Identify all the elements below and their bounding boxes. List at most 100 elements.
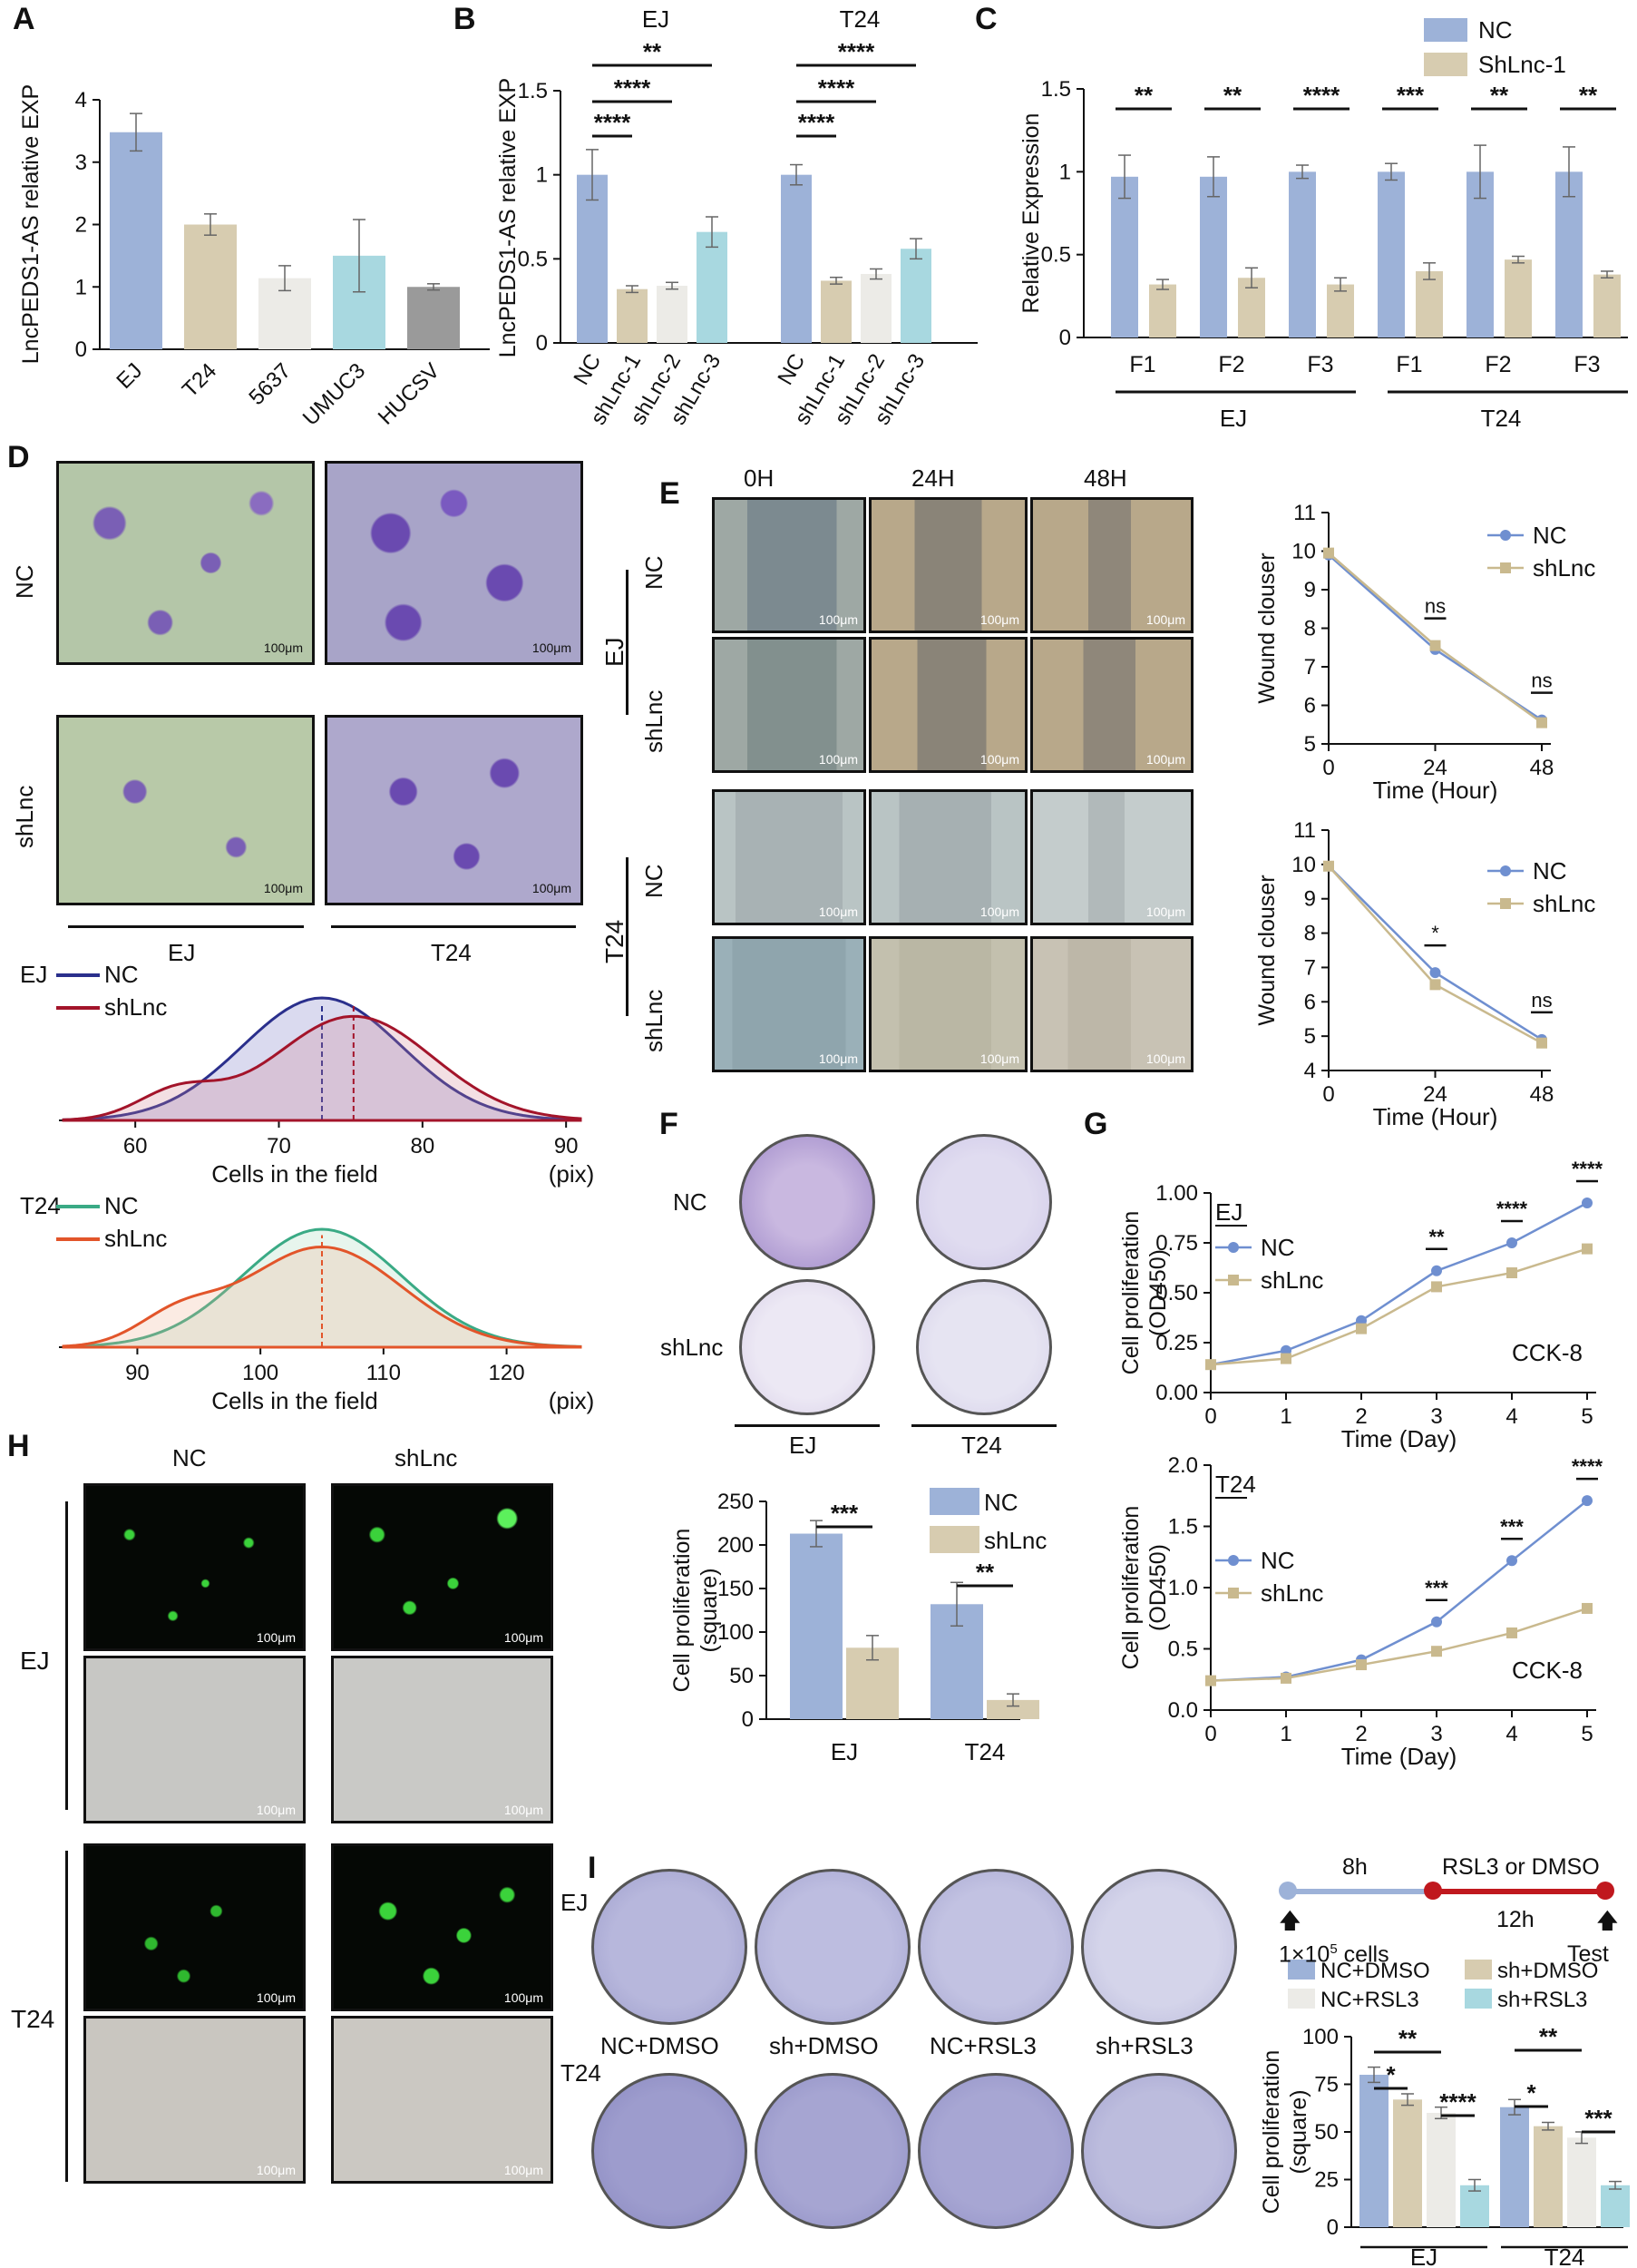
panel-letter-e: E — [659, 476, 680, 511]
transwell-t24-shlnc: 100μm — [325, 715, 583, 905]
E2-x-tick-label: 0 — [1322, 1082, 1334, 1107]
chart-c-bar — [1466, 171, 1494, 337]
E2-x-label: Time (Hour) — [1373, 1103, 1498, 1130]
f-t24-underline — [911, 1424, 1057, 1427]
h-group-t24: T24 — [11, 2005, 55, 2033]
G2-sig-label: *** — [1425, 1577, 1448, 1599]
h-group-ej: EJ — [20, 1647, 50, 1675]
edu-ej-nc-fluor: 100μm — [83, 1483, 306, 1651]
G1-x-tick-label: 3 — [1430, 1404, 1442, 1429]
e-col-0h: 0H — [744, 464, 775, 492]
chart-i-bar — [1500, 2107, 1529, 2227]
G2-legend-label: shLnc — [1261, 1579, 1323, 1607]
chart-i-sig-label: **** — [1439, 2088, 1476, 2116]
chart-c-sig-label: ** — [1223, 82, 1242, 109]
chart-b-sig-label: ** — [643, 38, 662, 65]
chart-c-x-tick-label: F2 — [1485, 352, 1511, 377]
start-tail: cells — [1337, 1941, 1389, 1968]
timeline-12h: 12h — [1496, 1907, 1535, 1932]
chart-c-bar — [1149, 284, 1176, 337]
scale-label: 100μm — [263, 640, 303, 655]
chart-c-sig-label: **** — [1303, 82, 1340, 109]
G2-y-label: Cell proliferation — [1118, 1506, 1144, 1670]
e-group-t24: T24 — [600, 919, 628, 963]
chart-c-sig-label: ** — [1490, 82, 1509, 109]
timeline-8h: 8h — [1342, 1854, 1368, 1880]
G1-point — [1281, 1353, 1291, 1364]
dish-t24-sh-dmso — [755, 2073, 911, 2229]
h-col-nc: NC — [172, 1444, 207, 1471]
G1-point — [1506, 1237, 1517, 1248]
timeline-dot-mid — [1424, 1882, 1442, 1900]
E1-point — [1323, 547, 1334, 559]
dish-t24-nc-dmso — [591, 2073, 747, 2229]
G1-legend-marker — [1228, 1275, 1239, 1286]
wound-t24-sh-48h: 100μm — [1030, 936, 1194, 1072]
colony-t24-nc — [916, 1134, 1052, 1270]
chart-b-sig-label: **** — [798, 109, 835, 136]
G2-point — [1431, 1646, 1442, 1657]
E2-legend-marker — [1500, 898, 1511, 909]
chart-f-bar — [790, 1533, 843, 1719]
chart-i-y-tick-label: 75 — [1314, 2073, 1339, 2097]
wound-ej-nc-0h: 100μm — [712, 497, 866, 633]
chart-c-y-tick-label: 0 — [1059, 326, 1071, 350]
timeline-start-cells: 1×105 cells — [1279, 1941, 1389, 1968]
chart-f-y-tick-label: 250 — [717, 1490, 754, 1514]
E1-x-tick-label: 24 — [1423, 756, 1447, 780]
D2-legend-label: shLnc — [104, 1225, 167, 1252]
f-row-nc: NC — [673, 1188, 707, 1216]
wound-t24-nc-0h: 100μm — [712, 789, 866, 925]
transwell-t24-nc: 100μm — [325, 461, 583, 665]
G1-x-tick-label: 1 — [1280, 1404, 1291, 1429]
chart-c-x-tick-label: F2 — [1218, 352, 1244, 377]
G1-point — [1506, 1267, 1517, 1278]
arrow-up-icon: 🡅 — [1596, 1909, 1619, 1933]
transwell-ej-nc: 100μm — [56, 461, 315, 665]
E1-y-tick-label: 10 — [1291, 540, 1316, 564]
wound-ej-sh-48h: 100μm — [1030, 637, 1194, 773]
G1-x-tick-label: 0 — [1204, 1404, 1216, 1429]
chart-b-bar — [861, 274, 892, 343]
chart-b-bar — [617, 288, 648, 343]
chart-b-y-tick-label: 1 — [536, 163, 548, 188]
chart-c-x-tick-label: F1 — [1396, 352, 1422, 377]
D2-x-label: Cells in the field — [211, 1387, 378, 1414]
wound-t24-nc-24h: 100μm — [869, 789, 1028, 925]
scale-label: 100μm — [1145, 904, 1185, 919]
chart-i-legend-swatch — [1465, 1960, 1492, 1980]
G1-x-tick-label: 4 — [1505, 1404, 1517, 1429]
chart-f-bar — [987, 1699, 1039, 1719]
G1-note: CCK-8 — [1512, 1339, 1583, 1366]
D1-legend-label: NC — [104, 961, 139, 988]
chart-a-bar — [184, 224, 237, 349]
G1-y-tick-label: 0.75 — [1155, 1231, 1198, 1256]
E2-y-tick-label: 6 — [1304, 990, 1316, 1014]
G1-legend-marker — [1228, 1242, 1239, 1253]
E2-x-tick-label: 24 — [1423, 1082, 1447, 1107]
d-t24-underline — [331, 925, 576, 928]
E2-y-tick-label: 7 — [1304, 955, 1316, 980]
chart-i-y-tick-label: 25 — [1314, 2168, 1339, 2193]
G1-point — [1431, 1281, 1442, 1293]
chart-b-y-tick-label: 0 — [536, 331, 548, 356]
chart-f-y-tick-label: 0 — [742, 1707, 754, 1732]
wound-t24-sh-0h: 100μm — [712, 936, 866, 1072]
E1-point — [1536, 717, 1547, 728]
chart-a-y-tick-label: 0 — [75, 337, 87, 362]
G2-x-tick-label: 1 — [1280, 1722, 1291, 1746]
E2-y-tick-label: 8 — [1304, 922, 1316, 946]
G1-point — [1582, 1198, 1593, 1208]
D2-group-label: T24 — [20, 1192, 61, 1219]
G2-x-label: Time (Day) — [1341, 1743, 1457, 1770]
h-ej-bracket — [65, 1501, 68, 1810]
wound-ej-nc-24h: 100μm — [869, 497, 1028, 633]
G1-point — [1356, 1323, 1367, 1334]
G2-legend-marker — [1228, 1588, 1239, 1598]
chart-c-bar — [1555, 171, 1583, 337]
E2-series-line — [1328, 865, 1543, 1041]
E2-y-tick-label: 5 — [1304, 1024, 1316, 1049]
chart-b-bar — [821, 280, 852, 343]
chart-i-bar — [1534, 2126, 1563, 2227]
chart-i-legend-label: NC+RSL3 — [1320, 1988, 1419, 2012]
